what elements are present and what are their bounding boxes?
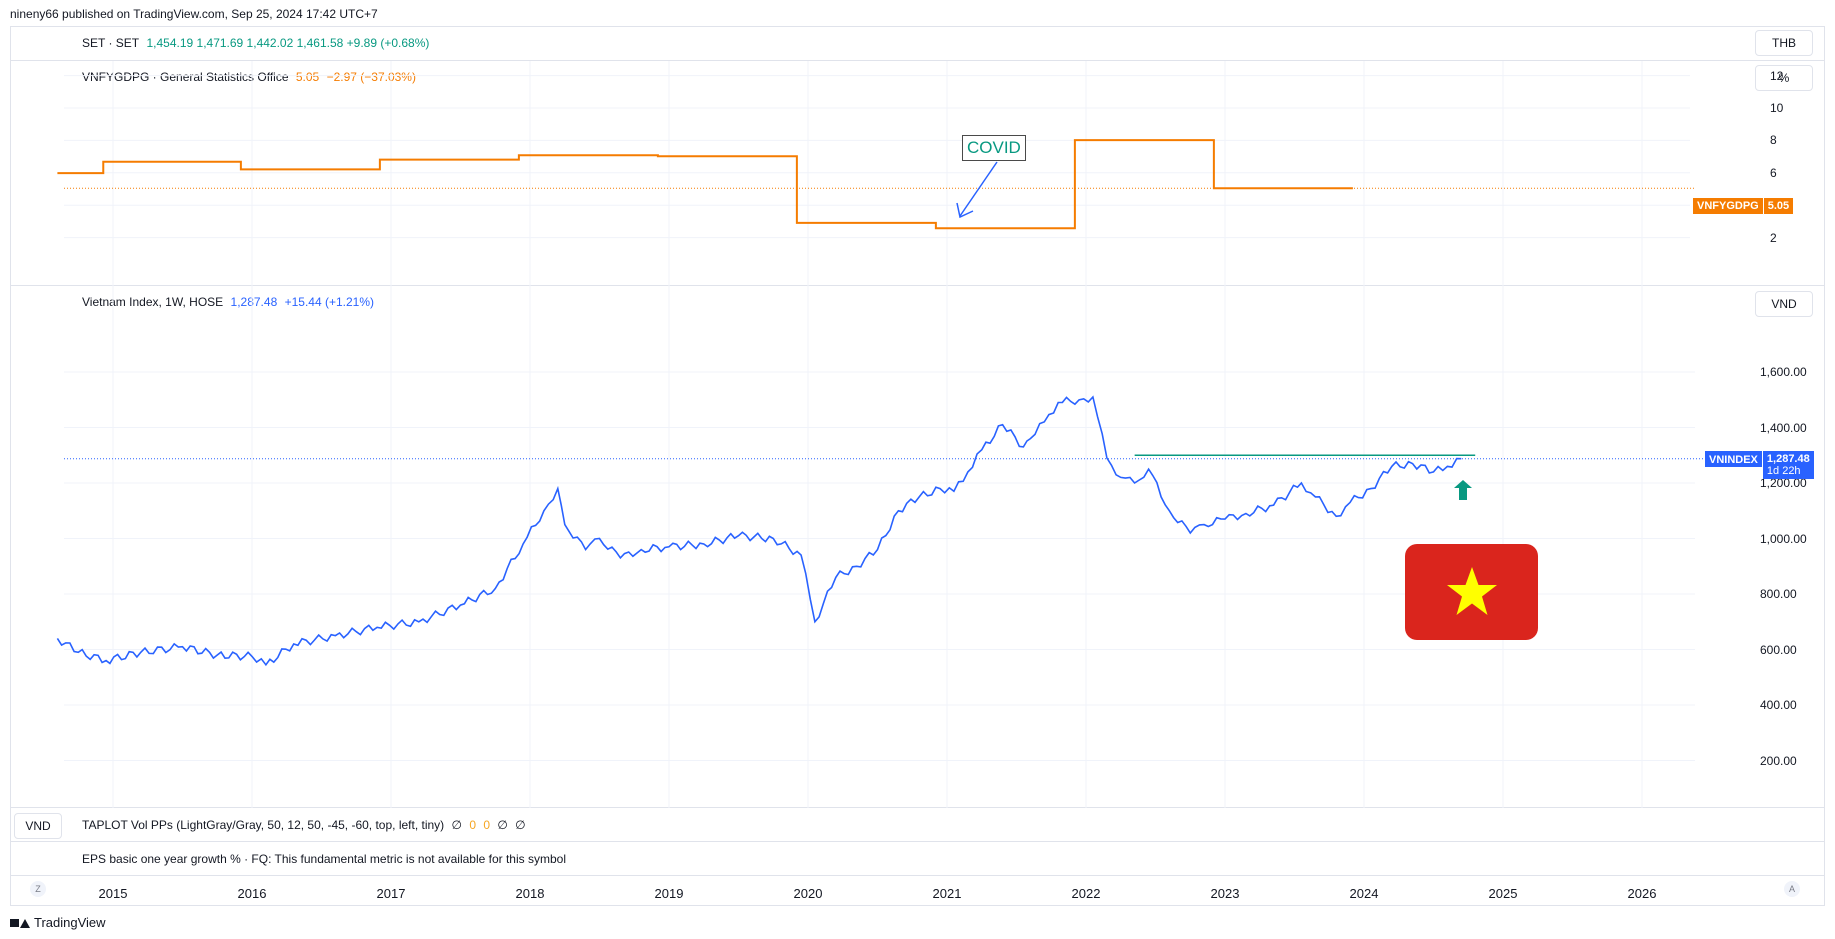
vn-value: 1,287.48 — [230, 295, 278, 309]
tradingview-logo-icon — [10, 917, 30, 929]
vn-y-tick: 800.00 — [1760, 587, 1797, 601]
set-legend[interactable]: SET · SET 1,454.19 1,471.69 1,442.02 1,4… — [82, 36, 433, 50]
set-values: 1,454.19 1,471.69 1,442.02 1,461.58 +9.8… — [146, 36, 430, 50]
published-header: nineny66 published on TradingView.com, S… — [10, 7, 378, 21]
gdp-pane: VNFYGDPG · General Statistics Office 5.0… — [10, 61, 1825, 286]
vn-y-tick: 1,400.00 — [1760, 420, 1807, 435]
x-axis-label: 2026 — [1627, 886, 1657, 901]
eps-legend[interactable]: EPS basic one year growth % · FQ: This f… — [82, 852, 570, 866]
x-axis-label: 2018 — [515, 886, 545, 901]
vn-tag-time: 1d 22h — [1766, 465, 1801, 477]
taplot-value-5: ∅ — [515, 818, 526, 832]
vn-y-tick: 1,000.00 — [1760, 531, 1807, 546]
vietnam-flag-icon — [1405, 544, 1538, 640]
x-axis-label: 2024 — [1349, 886, 1379, 901]
x-axis-label: 2021 — [932, 886, 962, 901]
taplot-legend[interactable]: TAPLOT Vol PPs (LightGray/Gray, 50, 12, … — [82, 818, 530, 832]
gdp-y-tick: 2 — [1770, 230, 1777, 245]
gdp-y-tick: 10 — [1770, 101, 1784, 115]
x-axis-label: 2016 — [237, 886, 267, 901]
vn-y-tick: 1,200.00 — [1760, 476, 1807, 490]
x-axis-label: 2020 — [793, 886, 823, 901]
taplot-value-4: ∅ — [497, 818, 508, 832]
x-axis-label: 2019 — [654, 886, 684, 901]
taplot-pane: VND TAPLOT Vol PPs (LightGray/Gray, 50, … — [10, 808, 1825, 842]
gdp-legend[interactable]: VNFYGDPG · General Statistics Office 5.0… — [82, 70, 420, 84]
gdp-change: −2.97 (−37.03%) — [326, 70, 416, 84]
set-unit-button[interactable]: THB — [1755, 30, 1813, 56]
covid-annotation[interactable]: COVID — [962, 135, 1026, 161]
vn-y-tick: 600.00 — [1760, 642, 1797, 657]
x-axis-label: 2022 — [1071, 886, 1101, 901]
x-axis-label: 2017 — [376, 886, 406, 901]
vn-y-tick: 1,600.00 — [1760, 365, 1807, 379]
vn-legend[interactable]: Vietnam Index, 1W, HOSE 1,287.48 +15.44 … — [82, 295, 378, 309]
taplot-value-2: 0 — [469, 818, 476, 832]
set-pane: SET · SET 1,454.19 1,471.69 1,442.02 1,4… — [10, 26, 1825, 61]
vn-unit-button[interactable]: VND — [1755, 291, 1813, 317]
set-symbol: SET · SET — [82, 36, 140, 50]
gdp-value: 5.05 — [295, 70, 320, 84]
vn-symbol: Vietnam Index, 1W, HOSE — [82, 295, 224, 309]
gdp-tag-value: 5.05 — [1762, 198, 1794, 214]
gdp-tag-name: VNFYGDPG — [1693, 198, 1763, 214]
indicator-unit-button[interactable]: VND — [14, 813, 62, 839]
taplot-text: TAPLOT Vol PPs (LightGray/Gray, 50, 12, … — [82, 818, 445, 832]
gdp-y-tick: 6 — [1770, 165, 1777, 180]
zoom-reset-button[interactable]: Z — [30, 881, 46, 897]
flag-star-icon — [1446, 567, 1497, 615]
gdp-y-tick: 12 — [1770, 68, 1784, 83]
eps-pane: EPS basic one year growth % · FQ: This f… — [10, 842, 1825, 876]
vn-pane: Vietnam Index, 1W, HOSE 1,287.48 +15.44 … — [10, 286, 1825, 808]
vn-change: +15.44 (+1.21%) — [284, 295, 374, 309]
x-axis-label: 2015 — [98, 886, 128, 901]
x-axis-label: 2023 — [1210, 886, 1240, 901]
gdp-y-tick: 8 — [1770, 133, 1777, 148]
vn-y-tick: 400.00 — [1760, 698, 1797, 712]
chart-frame — [10, 26, 1825, 906]
taplot-value-1: ∅ — [451, 818, 462, 832]
gdp-price-tag: VNFYGDPG 5.05 — [1693, 198, 1794, 214]
vn-tag-value: 1,287.48 — [1766, 453, 1810, 465]
eps-text: EPS basic one year growth % · FQ: This f… — [82, 852, 566, 866]
vn-price-tag: VNINDEX 1,287.48 1d 22h — [1705, 451, 1814, 479]
vn-y-tick: 200.00 — [1760, 753, 1797, 768]
auto-scale-button[interactable]: A — [1784, 881, 1800, 897]
x-axis-label: 2025 — [1488, 886, 1518, 901]
vn-tag-name: VNINDEX — [1705, 451, 1762, 467]
tradingview-brand: TradingView — [34, 915, 106, 930]
gdp-unit-button[interactable]: % — [1755, 65, 1813, 91]
gdp-symbol: VNFYGDPG · General Statistics Office — [82, 70, 289, 84]
vn-tag-stack: 1,287.48 1d 22h — [1761, 451, 1814, 479]
taplot-value-3: 0 — [483, 818, 491, 832]
tradingview-logo[interactable]: TradingView — [10, 915, 106, 930]
